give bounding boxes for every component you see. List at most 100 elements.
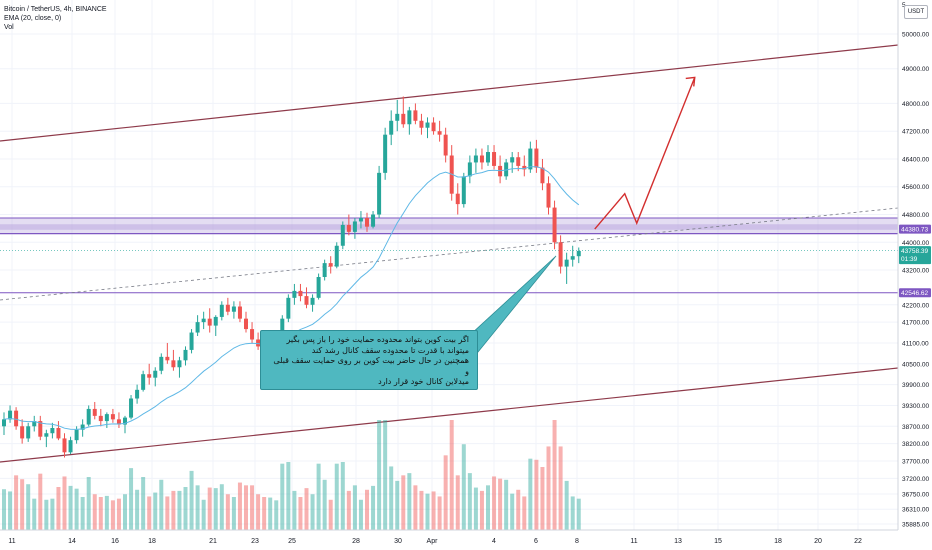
price-label-value: 44380.73 — [901, 227, 928, 234]
support-zones — [0, 217, 898, 294]
annotation-callout[interactable]: اگر بیت کوین بتواند محدوده حمایت خود را … — [260, 330, 478, 390]
y-tick-label: 35885.00 — [902, 522, 929, 529]
price-label-value: 43758.39 — [901, 248, 928, 255]
x-tick-label: 23 — [251, 538, 259, 545]
zone-band — [0, 224, 898, 230]
candle-body — [177, 360, 182, 368]
volume-bar — [38, 473, 43, 530]
volume-bars — [2, 420, 581, 530]
candle-body — [334, 245, 339, 267]
candle-body — [86, 408, 91, 425]
candle-body — [479, 155, 484, 163]
candle-body — [38, 421, 43, 437]
price-axis[interactable]: 51400.0050000.0049000.0048000.0047200.00… — [897, 0, 929, 530]
volume-legend[interactable]: Vol — [4, 24, 14, 31]
candle-body — [62, 438, 67, 453]
volume-bar — [195, 485, 200, 530]
candle-body — [141, 374, 146, 390]
candle-body — [165, 356, 170, 361]
x-tick-label: 8 — [575, 538, 579, 545]
candle-body — [8, 410, 13, 420]
volume-bar — [504, 479, 509, 530]
volume-bar — [371, 485, 376, 530]
y-tick-label: 41100.00 — [902, 340, 929, 347]
volume-bar — [256, 494, 261, 530]
volume-bar — [570, 496, 575, 530]
x-tick-label: Apr — [427, 538, 439, 545]
volume-bar — [20, 479, 25, 530]
volume-bar — [522, 496, 527, 530]
y-tick-label: 47200.00 — [902, 129, 929, 136]
annotation-line: اگر بیت کوین بتواند محدوده حمایت خود را … — [286, 335, 469, 344]
volume-bar — [147, 496, 152, 530]
y-tick-label: 50000.00 — [902, 32, 929, 39]
volume-bar — [443, 455, 448, 530]
volume-bar — [425, 493, 430, 530]
candle-body — [147, 374, 152, 378]
candle-body — [461, 176, 466, 205]
candle-body — [56, 428, 61, 439]
volume-bar — [219, 484, 224, 530]
volume-bar — [165, 496, 170, 530]
volume-bar — [498, 478, 503, 530]
candle-body — [492, 152, 497, 166]
volume-bar — [322, 479, 327, 530]
volume-bar — [231, 497, 236, 530]
candle-body — [292, 290, 297, 298]
volume-bar — [328, 499, 333, 530]
currency-badge[interactable]: USDT — [904, 5, 928, 19]
candle-body — [298, 290, 303, 297]
symbol-title[interactable]: Bitcoin / TetherUS, 4h, BINANCE — [4, 6, 107, 13]
candle-body — [123, 417, 127, 425]
x-tick-label: 13 — [674, 538, 682, 545]
candle-body — [322, 263, 327, 278]
resistance-zone — [0, 217, 898, 234]
channel-midline — [0, 207, 899, 301]
volume-bar — [268, 497, 273, 530]
candle-body — [219, 304, 224, 317]
volume-bar — [110, 500, 115, 530]
drawings — [469, 76, 696, 353]
time-axis[interactable]: 11 14 16 18 21 23 25 28 30 Apr 4 6 8 11 13 15 18 20 22 — [0, 529, 898, 545]
volume-bar — [74, 488, 79, 530]
y-tick-label: 37700.00 — [902, 458, 929, 465]
x-tick-label: 16 — [111, 538, 119, 545]
y-tick-label: 46400.00 — [902, 156, 929, 163]
candle-body — [510, 157, 515, 163]
volume-bar — [225, 494, 230, 530]
volume-bar — [183, 487, 188, 530]
candle-body — [425, 122, 430, 128]
y-tick-label: 48000.00 — [902, 101, 929, 108]
volume-bar — [358, 499, 363, 530]
candle-body — [110, 414, 115, 420]
candle-body — [516, 157, 521, 166]
volume-bar — [389, 466, 394, 530]
volume-bar — [546, 446, 551, 530]
volume-bar — [244, 485, 248, 530]
volume-bar — [123, 494, 127, 530]
x-tick-label: 4 — [492, 538, 496, 545]
candle-body — [486, 152, 490, 163]
volume-bar — [352, 485, 357, 530]
volume-bar — [292, 490, 297, 530]
candle-body — [280, 318, 285, 340]
ema-legend[interactable]: EMA (20, close, 0) — [4, 15, 62, 22]
volume-bar — [286, 462, 291, 530]
volume-bar — [383, 420, 388, 530]
candle-body — [195, 322, 200, 333]
candle-body — [352, 221, 357, 232]
volume-bar — [274, 500, 279, 530]
volume-bar — [419, 490, 424, 530]
candle-body — [431, 122, 436, 132]
price-label-value: 42546.62 — [901, 290, 928, 297]
candle-body — [383, 134, 388, 173]
y-tick-label: 44800.00 — [902, 212, 929, 219]
candle-body — [171, 360, 176, 368]
volume-bar — [262, 497, 267, 530]
volume-bar — [44, 499, 49, 530]
volume-bar — [576, 498, 581, 530]
candle-body — [74, 429, 79, 441]
candle-body — [389, 120, 394, 135]
